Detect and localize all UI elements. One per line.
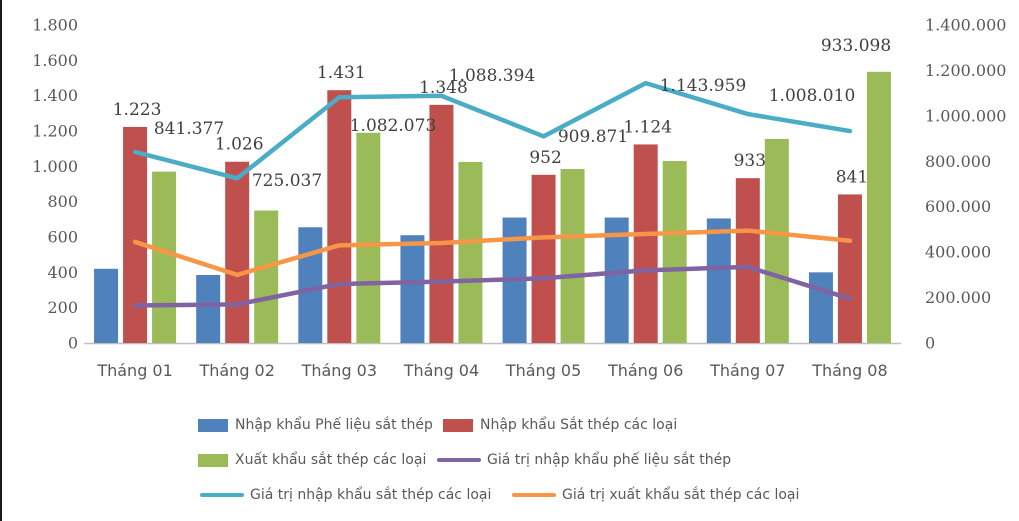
legend-item-gia-tri-nhap-khau-phe-lieu: Giá trị nhập khẩu phế liệu sắt thép	[437, 451, 731, 469]
right-axis-tick: 800.000	[925, 152, 991, 171]
right-axis-tick: 600.000	[925, 197, 991, 216]
x-axis-label: Tháng 06	[607, 361, 683, 380]
data-label: 841	[836, 167, 868, 187]
legend-item-nhap-khau-sat-thep: Nhập khẩu Sắt thép các loại	[443, 416, 677, 434]
left-axis-tick: 1.000	[32, 157, 78, 176]
left-axis-tick: 0	[68, 334, 78, 353]
data-label: 1.008.010	[769, 86, 856, 106]
legend-item-gia-tri-nhap-khau-sat-thep: Giá trị nhập khẩu sắt thép các loại	[200, 486, 491, 504]
teal-line-data-labels: 841.377725.0371.082.0731.088.394909.8711…	[154, 36, 891, 191]
legend-item-xuat-khau-sat-thep: Xuất khẩu sắt thép các loại	[198, 451, 426, 469]
x-axis-label: Tháng 04	[403, 361, 479, 380]
data-label: 952	[529, 148, 561, 168]
data-label: 725.037	[252, 171, 322, 191]
left-axis-tick: 1.200	[32, 122, 78, 141]
bar	[400, 235, 425, 343]
bar	[662, 161, 687, 343]
bar	[429, 104, 454, 343]
right-axis-tick: 200.000	[925, 288, 991, 307]
left-axis-tick: 600	[47, 228, 78, 247]
x-axis-label: Tháng 05	[505, 361, 581, 380]
legend-label: Giá trị nhập khẩu phế liệu sắt thép	[487, 452, 732, 468]
right-axis-tick: 400.000	[925, 243, 991, 262]
legend-swatch-red-bar	[443, 418, 473, 432]
legend-swatch-teal-line	[200, 493, 244, 497]
bars-red	[123, 90, 862, 343]
data-label: 1.143.959	[660, 76, 747, 96]
data-label: 909.871	[558, 127, 628, 147]
x-axis-label: Tháng 03	[301, 361, 377, 380]
bar	[706, 218, 731, 343]
bar	[123, 126, 148, 343]
right-axis-tick: 1.400.000	[925, 16, 1006, 35]
bar	[866, 71, 891, 344]
x-axis-label: Tháng 07	[709, 361, 785, 380]
left-axis-tick: 1.800	[32, 16, 78, 35]
line-series	[132, 80, 853, 181]
data-label: 1.026	[215, 135, 264, 155]
legend-label: Giá trị nhập khẩu sắt thép các loại	[250, 487, 492, 503]
data-label: 1.124	[623, 117, 672, 137]
bar	[764, 138, 789, 343]
legend-swatch-orange-line	[512, 493, 556, 497]
bar	[735, 178, 760, 343]
legend-item-gia-tri-xuat-khau-sat-thep: Giá trị xuất khẩu sắt thép các loại	[512, 486, 799, 504]
bar	[356, 132, 381, 343]
x-axis-label: Tháng 08	[811, 361, 887, 380]
legend-swatch-green-bar	[198, 453, 228, 467]
bar	[808, 272, 833, 343]
left-axis-tick: 200	[47, 298, 78, 317]
legend-item-nhap-khau-phe-lieu: Nhập khẩu Phế liệu sắt thép	[198, 416, 433, 434]
data-label: 841.377	[154, 119, 224, 139]
right-axis-tick: 1.200.000	[925, 61, 1006, 80]
left-axis-tick: 800	[47, 192, 78, 211]
legend-label: Xuất khẩu sắt thép các loại	[235, 452, 427, 468]
legend-label: Giá trị xuất khẩu sắt thép các loại	[562, 487, 800, 503]
right-axis-labels: 1.400.000 1.200.000 1.000.000 800.000 600.00…	[925, 16, 1006, 353]
red-bar-data-labels: 1.223 1.026 1.431 1.348 952 1.124 933 841	[113, 63, 868, 187]
bar	[152, 171, 177, 343]
bar	[254, 210, 279, 343]
bar	[633, 144, 658, 343]
data-label: 1.082.073	[350, 116, 437, 136]
bar	[560, 168, 585, 343]
bar	[837, 194, 862, 343]
bar	[327, 90, 352, 343]
x-axis-label: Tháng 01	[96, 361, 172, 380]
x-axis-label: Tháng 02	[198, 361, 274, 380]
left-axis-labels: 1.800 1.600 1.400 1.200 1.000 800 600 400 200 0	[32, 16, 78, 353]
bars-green	[152, 71, 891, 344]
line-series	[132, 228, 853, 278]
data-label: 1.088.394	[449, 66, 536, 86]
legend-label: Nhập khẩu Sắt thép các loại	[480, 417, 678, 433]
data-label: 933.098	[821, 36, 891, 56]
bar	[94, 268, 119, 343]
bar	[604, 217, 629, 343]
bar	[531, 174, 556, 343]
bar	[298, 227, 323, 343]
x-axis-labels: Tháng 01 Tháng 02 Tháng 03 Tháng 04 Tháng 05…	[96, 361, 887, 380]
left-axis-tick: 400	[47, 263, 78, 282]
line-series	[132, 264, 853, 308]
data-label: 1.223	[113, 100, 162, 120]
left-axis-tick: 1.600	[32, 51, 78, 70]
data-label: 933	[734, 151, 766, 171]
legend-label: Nhập khẩu Phế liệu sắt thép	[235, 417, 433, 433]
screenshot-left-edge-line	[0, 0, 2, 521]
left-axis-tick: 1.400	[32, 86, 78, 105]
bar	[458, 161, 483, 343]
data-label: 1.348	[419, 78, 468, 98]
legend-swatch-blue-bar	[198, 418, 228, 432]
legend-swatch-purple-line	[437, 458, 481, 462]
bar	[225, 161, 250, 343]
bar	[196, 274, 221, 343]
data-label: 1.431	[317, 63, 366, 83]
right-axis-tick: 1.000.000	[925, 106, 1006, 125]
right-axis-tick: 0	[925, 334, 935, 353]
